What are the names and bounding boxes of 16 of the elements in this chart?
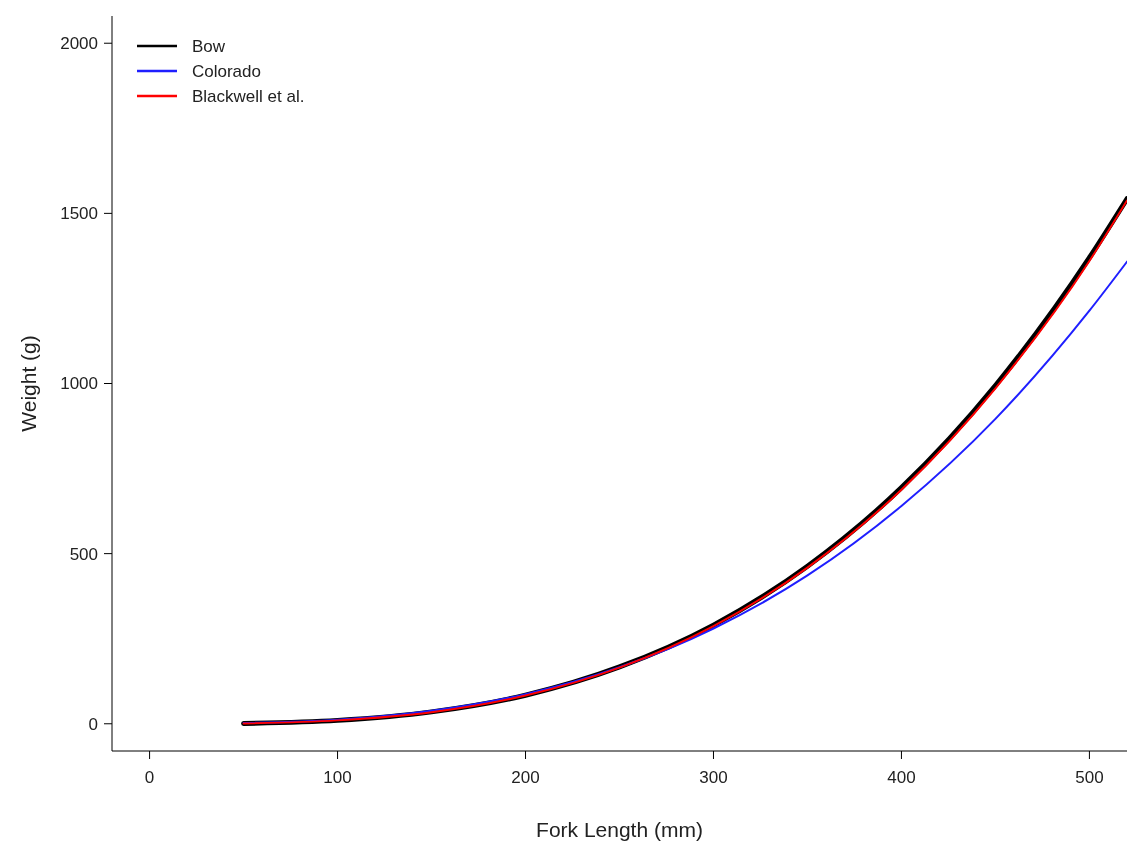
y-tick-label: 500 bbox=[69, 544, 98, 564]
y-axis-title: Weight (g) bbox=[17, 335, 40, 432]
x-tick-label: 300 bbox=[699, 768, 728, 787]
legend-label: Colorado bbox=[192, 61, 261, 81]
legend-label: Blackwell et al. bbox=[192, 86, 305, 106]
legend-label: Bow bbox=[192, 36, 226, 56]
x-tick-label: 500 bbox=[1075, 768, 1104, 787]
x-axis-title: Fork Length (mm) bbox=[536, 818, 703, 841]
y-tick-label: 0 bbox=[88, 714, 98, 734]
x-tick-label: 400 bbox=[887, 768, 916, 787]
x-tick-label: 200 bbox=[511, 768, 540, 787]
y-tick-label: 2000 bbox=[60, 34, 98, 54]
y-tick-label: 1500 bbox=[60, 204, 98, 224]
x-tick-label: 0 bbox=[144, 768, 155, 787]
y-tick-label: 1000 bbox=[60, 374, 98, 394]
x-tick-label: 100 bbox=[323, 768, 352, 787]
